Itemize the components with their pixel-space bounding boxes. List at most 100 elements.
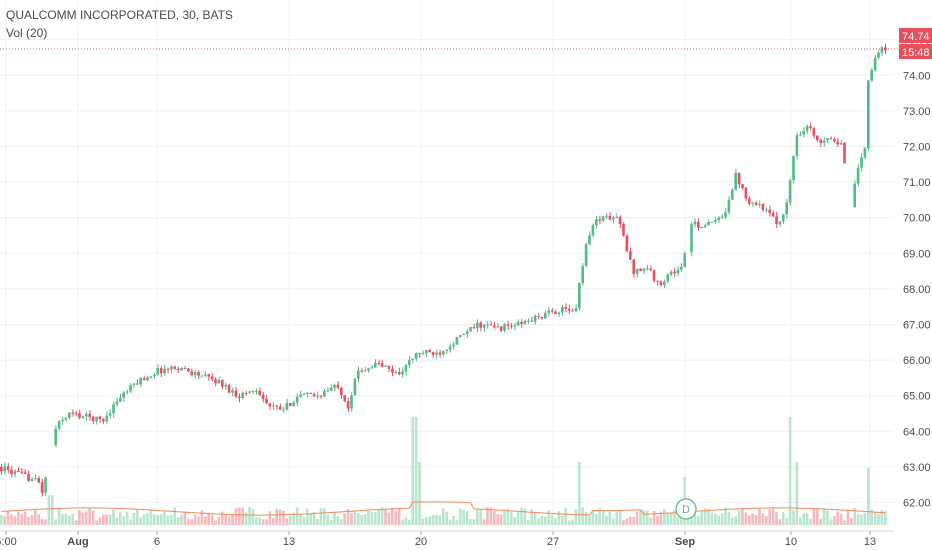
candle-body	[836, 141, 839, 145]
volume-bar	[275, 508, 278, 525]
candle-body	[275, 405, 278, 407]
volume-bar	[836, 511, 839, 525]
candle-body	[768, 209, 771, 213]
volume-bar	[414, 417, 418, 525]
volume-bar	[482, 519, 486, 525]
candle-body	[540, 317, 544, 319]
volume-bar	[173, 507, 176, 525]
candle-body	[13, 471, 17, 474]
candle-body	[401, 371, 404, 375]
candle-body	[418, 353, 421, 355]
candle-body	[357, 370, 360, 379]
candle-body	[697, 221, 700, 228]
candle-body	[663, 281, 666, 286]
volume-bar	[530, 509, 533, 525]
candle-body	[200, 375, 204, 377]
volume-bar	[578, 462, 581, 525]
candle-body	[312, 393, 316, 397]
candle-body	[639, 268, 642, 272]
candle-body	[265, 398, 268, 404]
volume-bar	[846, 509, 850, 525]
volume-bar	[591, 509, 595, 525]
candle-body	[479, 322, 482, 328]
candle-body	[27, 473, 30, 482]
volume-bar	[129, 519, 132, 525]
candle-body	[503, 324, 506, 331]
volume-bar	[850, 518, 853, 525]
candle-body	[625, 235, 629, 252]
volume-bar	[469, 519, 472, 525]
candle-body	[751, 202, 754, 204]
candle-body	[142, 378, 146, 381]
price-axis[interactable]: 75.0074.0073.0072.0071.0070.0069.0068.00…	[903, 35, 931, 510]
dividend-icon[interactable]	[675, 498, 697, 520]
volume-bar	[374, 512, 377, 525]
candle-body	[792, 155, 795, 181]
candle-body	[336, 384, 340, 388]
candle-body	[129, 385, 132, 392]
volume-bar	[632, 516, 635, 525]
volume-bar	[37, 514, 40, 525]
volume-bar	[584, 511, 588, 525]
candle-body	[251, 390, 255, 392]
candle-body	[153, 375, 156, 377]
candle-body	[340, 387, 343, 396]
dividend-marker[interactable]: D	[675, 498, 697, 520]
symbol-legend[interactable]: QUALCOMM INCORPORATED, 30, BATS	[6, 8, 233, 22]
candle-body	[285, 403, 289, 410]
candle-body	[221, 380, 224, 387]
volume-bar	[839, 513, 843, 525]
volume-bar	[187, 518, 190, 525]
volume-bar	[377, 509, 380, 525]
volume-bar	[367, 510, 370, 525]
volume-bar	[707, 509, 710, 525]
candle-body	[612, 217, 615, 220]
candle-body	[584, 244, 588, 266]
volume-bar	[34, 510, 37, 525]
price-tick-label: 67.00	[903, 320, 931, 332]
candle-body	[489, 324, 493, 326]
candle-body	[805, 126, 809, 132]
volume-legend[interactable]: Vol (20)	[6, 26, 48, 40]
candle-body	[431, 352, 435, 355]
volume-bar	[68, 515, 71, 525]
volume-bar	[693, 512, 697, 525]
candle-body	[482, 324, 486, 328]
volume-bar	[544, 516, 547, 525]
volume-bar	[819, 519, 822, 525]
volume-bar	[6, 510, 10, 525]
volume-bar	[639, 509, 642, 525]
candle-body	[496, 326, 499, 328]
candle-body	[384, 365, 387, 367]
price-tick-label: 74.00	[903, 70, 931, 82]
volume-bar	[595, 513, 598, 525]
candles	[0, 43, 887, 497]
candle-body	[149, 376, 153, 378]
candle-body	[299, 394, 302, 397]
candle-body	[261, 394, 265, 399]
volume-bar	[149, 510, 153, 525]
candle-body	[81, 416, 85, 418]
candle-body	[533, 315, 537, 322]
candle-body	[394, 372, 397, 374]
candle-body	[860, 157, 863, 168]
volume-bar	[673, 510, 676, 525]
time-axis[interactable]: 5:00 Aug 6 13 20 27 Sep 10 13	[0, 530, 894, 548]
candle-body	[656, 280, 659, 282]
volume-bar	[435, 515, 438, 525]
candle-body	[615, 216, 618, 218]
volume-bar	[581, 507, 584, 525]
volume-bar	[448, 519, 452, 525]
volume-bar	[81, 512, 85, 525]
volume-bar	[119, 512, 122, 525]
volume-bar	[272, 518, 275, 525]
volume-bar	[697, 515, 700, 525]
volume-bar	[496, 514, 499, 525]
candle-body	[550, 310, 554, 312]
candle-body	[350, 395, 353, 409]
candle-body	[646, 268, 649, 270]
time-tick-label: 13	[864, 536, 876, 548]
volume-bar	[588, 515, 591, 525]
candle-body	[323, 391, 326, 397]
